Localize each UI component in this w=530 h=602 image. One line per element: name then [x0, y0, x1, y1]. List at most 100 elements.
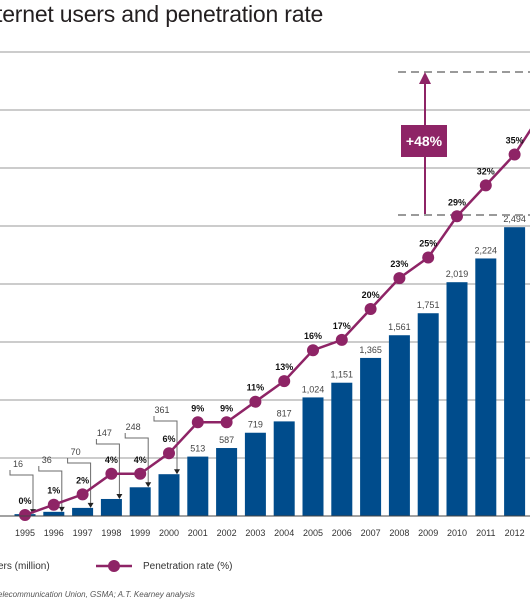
bar-value-arrowhead: [87, 502, 94, 508]
bar-1999: [129, 487, 151, 516]
legend-line-label: Penetration rate (%): [143, 561, 233, 572]
penetration-point: [335, 333, 348, 346]
penetration-label: 23%: [390, 259, 408, 269]
penetration-labels: 0% 1% 2% 4% 4% 6% 9% 9% 11% 13% 16% 17% 20% 23% 25% 29%…: [18, 136, 523, 507]
bar-value-label: 1,365: [359, 345, 382, 355]
penetration-label: 29%: [448, 197, 466, 207]
bar-value-label: 2,019: [446, 269, 469, 279]
penetration-point: [249, 395, 262, 408]
bar-2001: [187, 456, 209, 516]
x-tick-label: 1998: [101, 528, 121, 538]
bar-1998: [100, 498, 122, 516]
penetration-point: [191, 416, 204, 429]
bar-value-label: 719: [248, 420, 263, 430]
bar-value-label: 1,151: [331, 370, 354, 380]
penetration-point: [19, 509, 31, 521]
x-tick-label: 2001: [188, 528, 208, 538]
bar-value-label: 2,494: [503, 214, 526, 224]
bar-1997: [72, 507, 94, 516]
penetration-label: 25%: [419, 239, 437, 249]
bar-1996: [43, 511, 65, 516]
x-tick-label: 2009: [418, 528, 438, 538]
bar-value-label: 36: [42, 455, 52, 465]
bar-2007: [360, 357, 382, 516]
penetration-series: [19, 128, 530, 521]
bar-value-leader: [9, 470, 34, 511]
x-tick-label: 2010: [447, 528, 467, 538]
x-tick-label: 2002: [217, 528, 237, 538]
bar-value-leader: [38, 466, 63, 508]
bar-2010: [446, 282, 468, 516]
bar-2012: [504, 227, 526, 516]
bar-2002: [216, 448, 238, 516]
bar-value-label: 1,561: [388, 322, 411, 332]
bar-value-leader: [95, 439, 120, 495]
penetration-label: 0%: [18, 496, 31, 506]
penetration-point: [307, 344, 319, 357]
penetration-point: [220, 416, 233, 429]
bar-2011: [475, 258, 497, 516]
penetration-label: 20%: [362, 290, 380, 300]
bar-value-label: 147: [97, 428, 112, 438]
bar-value-arrowhead: [116, 493, 123, 499]
bar-value-label: 587: [219, 435, 234, 445]
x-tick-label: 2011: [476, 528, 495, 538]
bar-value-label: 513: [190, 444, 205, 454]
x-tick-label: 1997: [73, 528, 93, 538]
x-tick-label: 2003: [245, 528, 265, 538]
growth-badge: [401, 125, 447, 157]
penetration-point: [105, 467, 118, 480]
penetration-point: [134, 467, 147, 480]
grid: [0, 51, 530, 459]
penetration-label: 16%: [304, 331, 322, 341]
bar-value-label: 817: [277, 408, 292, 418]
penetration-label: 4%: [134, 455, 147, 465]
x-tick-label: 2005: [303, 528, 323, 538]
penetration-label: 1%: [47, 486, 60, 496]
bar-2008: [388, 335, 410, 516]
bar-value-leader: [67, 458, 92, 504]
penetration-point: [479, 179, 492, 192]
legend-bars-label: ers (million): [0, 561, 50, 572]
penetration-label: 35%: [506, 136, 524, 146]
growth-arrow-head: [419, 72, 431, 84]
bar-2006: [331, 382, 353, 516]
bar-value-arrowhead: [145, 482, 152, 488]
x-tick-label: 2000: [159, 528, 179, 538]
bar-value-label: 248: [126, 422, 141, 432]
penetration-label: 13%: [275, 362, 293, 372]
x-tick-label: 2004: [274, 528, 294, 538]
bar-value-label: 1,751: [417, 300, 440, 310]
penetration-point: [451, 210, 463, 223]
penetration-point: [163, 447, 175, 460]
bar-value-label: 16: [13, 459, 23, 469]
bar-value-leader: [124, 433, 149, 484]
penetration-label: 6%: [162, 434, 175, 444]
bar-value-label: 361: [154, 405, 169, 415]
penetration-label: 4%: [105, 455, 118, 465]
bars: 513 587 719 817 1,024 1,151 1,365 1,561 1,751 2,0…: [14, 214, 526, 516]
x-tick-label: 2008: [389, 528, 409, 538]
bar-2005: [302, 397, 324, 516]
x-tick-label: 1996: [44, 528, 64, 538]
bar-2000: [158, 474, 180, 516]
penetration-point: [422, 251, 435, 264]
growth-badge-text: +48%: [406, 133, 443, 149]
bar-value-arrowhead: [58, 506, 65, 512]
penetration-label: 17%: [333, 321, 351, 331]
bar-value-label: 70: [71, 447, 81, 457]
x-tick-label: 2007: [361, 528, 381, 538]
bar-value-callouts: 16 36 70 147 248 361: [9, 405, 180, 515]
penetration-point: [364, 303, 377, 315]
source-note: elecommunication Union, GSMA; A.T. Kearn…: [0, 590, 195, 599]
x-tick-label: 2006: [332, 528, 352, 538]
growth-annotation: +48%: [398, 71, 530, 216]
bar-2009: [417, 313, 439, 516]
penetration-label: 11%: [247, 383, 265, 393]
bar-value-arrowhead: [174, 469, 180, 475]
legend: ers (million) Penetration rate (%): [0, 560, 233, 572]
penetration-point: [278, 375, 291, 388]
penetration-label: 2%: [76, 475, 89, 485]
x-axis: 1995 1996 1997 1998 1999 2000 2001 2002 2003 2004…: [0, 515, 530, 538]
